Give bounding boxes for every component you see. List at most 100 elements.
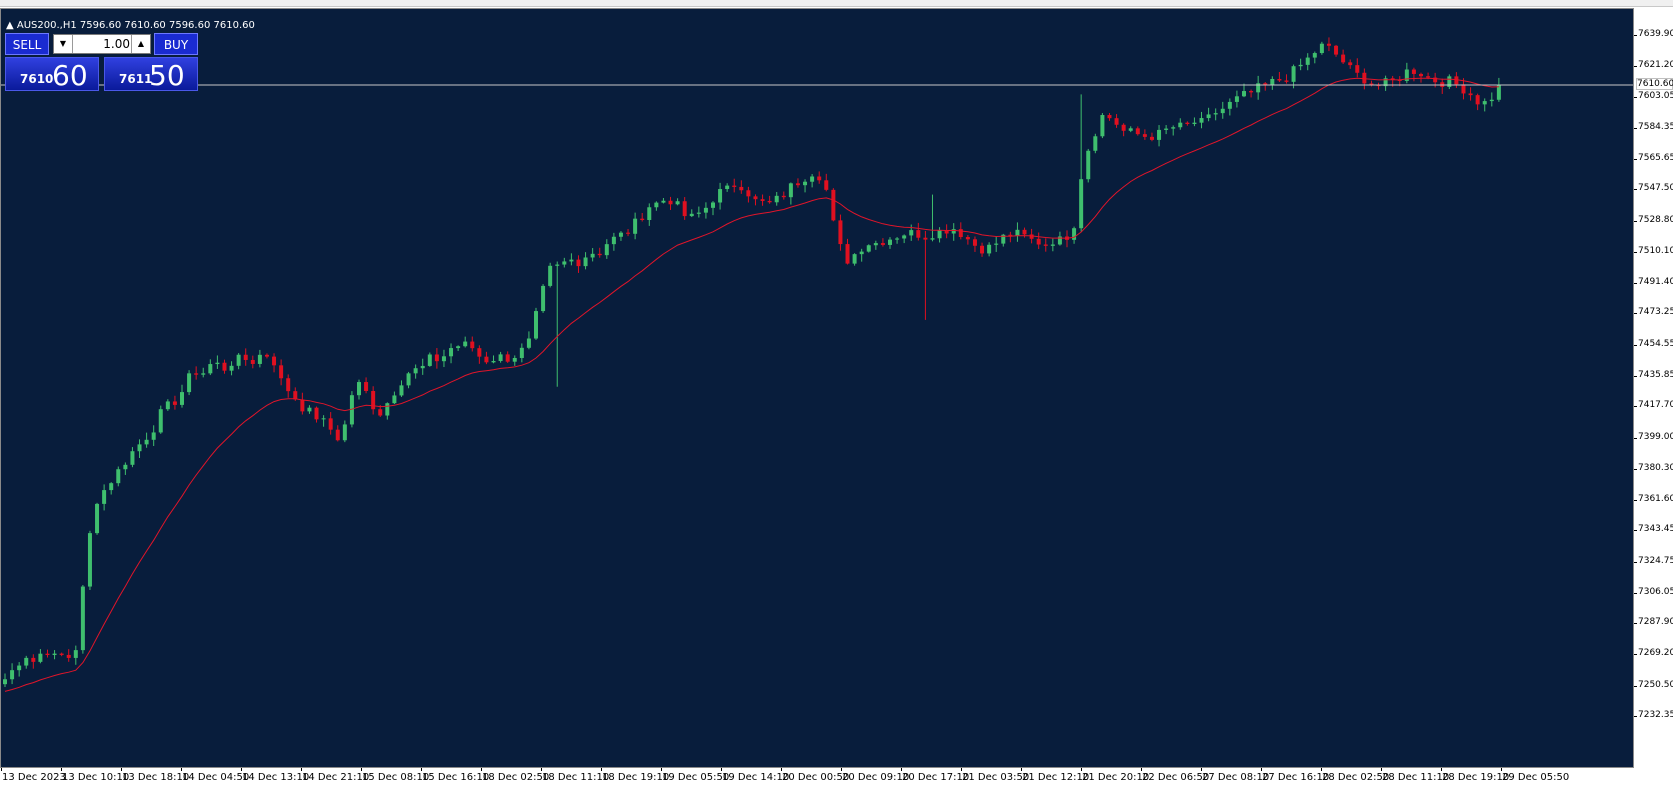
bull-candle — [165, 401, 170, 410]
time-tick-mark — [1081, 768, 1082, 771]
time-tick-label: 20 Dec 00:50 — [782, 772, 850, 783]
time-tick-mark — [1441, 768, 1442, 771]
buy-price-big: 50 — [149, 59, 185, 92]
time-tick-mark — [481, 768, 482, 771]
bull-candle — [866, 245, 871, 252]
time-axis[interactable]: 13 Dec 2023 13 Dec 10:10 13 Dec 18:10 14 De… — [0, 768, 1634, 790]
bear-candle — [272, 356, 277, 366]
bear-candle — [434, 354, 439, 362]
time-tick-mark — [1141, 768, 1142, 771]
bear-candle — [1348, 62, 1353, 66]
chart-canvas[interactable] — [1, 9, 1633, 767]
time-tick-label: 18 Dec 11:10 — [542, 772, 610, 783]
time-tick-label: 20 Dec 09:10 — [842, 772, 910, 783]
bull-candle — [888, 239, 892, 245]
bear-candle — [45, 653, 50, 656]
price-tick-label: 7510.10 — [1638, 245, 1673, 256]
bull-candle — [512, 357, 517, 362]
bull-candle — [711, 202, 715, 208]
bull-candle — [788, 183, 793, 198]
collapse-triangle-icon[interactable]: ▲ — [6, 20, 14, 31]
time-tick-mark — [241, 768, 242, 771]
bear-candle — [1135, 128, 1140, 135]
bear-candle — [739, 186, 744, 191]
price-tick-mark — [1634, 716, 1637, 717]
price-tick-label: 7417.70 — [1638, 400, 1673, 411]
time-tick-label: 13 Dec 2023 — [2, 772, 66, 783]
bull-candle — [1220, 108, 1225, 114]
bull-candle — [810, 176, 815, 182]
bull-candle — [427, 354, 432, 366]
bull-candle — [1319, 43, 1324, 54]
buy-price-display[interactable]: 7611 50 — [104, 57, 198, 92]
bear-candle — [916, 230, 921, 238]
bear-candle — [1411, 69, 1416, 74]
lot-decrease-arrow-icon[interactable]: ▼ — [54, 35, 73, 53]
lot-size-input[interactable] — [74, 36, 130, 52]
price-axis[interactable]: 7639.90 7621.20 7603.05 7584.35 7565.65 7547.… — [1634, 8, 1673, 768]
bear-candle — [1043, 244, 1048, 246]
bull-candle — [994, 243, 999, 245]
bull-candle — [349, 395, 354, 425]
bull-candle — [647, 207, 652, 221]
price-tick-mark — [1634, 561, 1637, 563]
price-tick-label: 7584.35 — [1638, 121, 1673, 132]
bear-candle — [958, 229, 963, 238]
time-tick-mark — [901, 768, 902, 771]
bull-candle — [1128, 128, 1133, 131]
lot-increase-arrow-icon[interactable]: ▲ — [131, 35, 150, 53]
time-tick-mark — [1201, 768, 1202, 771]
bull-candle — [10, 670, 15, 680]
bear-candle — [243, 354, 248, 360]
price-tick-mark — [1634, 283, 1637, 285]
bull-candle — [1206, 114, 1211, 119]
time-tick-label: 18 Dec 19:10 — [602, 772, 670, 783]
bear-candle — [378, 409, 383, 416]
time-tick-mark — [181, 768, 182, 771]
bull-candle — [1157, 129, 1162, 140]
price-tick-mark — [1634, 375, 1637, 377]
bull-candle — [1312, 53, 1317, 58]
bull-candle — [1298, 64, 1303, 67]
bear-candle — [364, 382, 369, 391]
one-click-trading-panel: SELL ▼ ▲ BUY 7610 60 7611 50 — [5, 33, 198, 92]
bull-candle — [342, 424, 347, 441]
moving-average-line — [4, 77, 1499, 692]
bear-candle — [1107, 115, 1112, 119]
bear-candle — [1249, 91, 1254, 93]
bear-candle — [314, 407, 319, 420]
symbol-ohlc-text: AUS200.,H1 7596.60 7610.60 7596.60 7610.… — [16, 20, 255, 31]
sell-price-big: 60 — [52, 59, 88, 92]
price-tick-mark — [1634, 623, 1637, 625]
time-tick-mark — [721, 768, 722, 771]
bull-candle — [1100, 115, 1105, 137]
bear-candle — [1036, 238, 1041, 245]
plot-area[interactable]: ▲ AUS200.,H1 7596.60 7610.60 7596.60 761… — [0, 8, 1634, 768]
window-top-strip — [0, 0, 1673, 7]
bear-candle — [1008, 234, 1013, 236]
bear-candle — [753, 196, 758, 200]
bull-candle — [930, 238, 935, 240]
bear-candle — [831, 189, 836, 221]
time-tick-mark — [541, 768, 542, 771]
buy-button[interactable]: BUY — [154, 33, 198, 55]
bull-candle — [463, 341, 468, 347]
bull-candle — [569, 259, 574, 262]
price-tick-label: 7250.50 — [1638, 679, 1673, 690]
sell-price-display[interactable]: 7610 60 — [5, 57, 99, 92]
bear-candle — [59, 653, 64, 655]
price-tick-label: 7528.80 — [1638, 214, 1673, 225]
price-tick-label: 7399.00 — [1638, 431, 1673, 442]
bull-candle — [937, 230, 942, 239]
bull-candle — [102, 490, 107, 504]
sell-button[interactable]: SELL — [5, 33, 49, 55]
price-tick-label: 7435.85 — [1638, 369, 1673, 380]
bull-candle — [519, 347, 524, 358]
bull-candle — [399, 385, 404, 396]
bear-candle — [682, 201, 687, 217]
lot-size-stepper[interactable]: ▼ ▲ — [53, 34, 151, 54]
bear-candle — [767, 200, 772, 203]
bull-candle — [689, 213, 694, 217]
bear-candle — [668, 200, 673, 205]
bull-candle — [87, 533, 92, 587]
